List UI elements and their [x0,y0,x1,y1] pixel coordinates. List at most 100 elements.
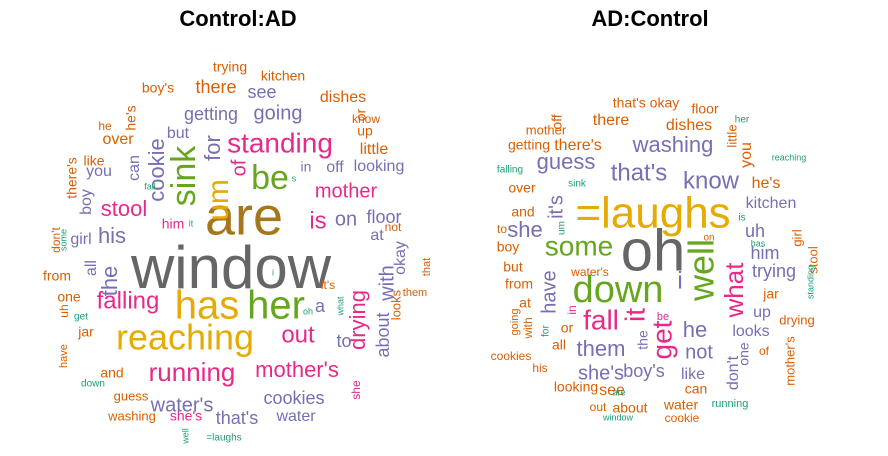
right-word-mother-s: mother's [782,336,797,386]
left-word-sink: sink [165,145,203,206]
right-word-boy-s: boy's [623,361,664,381]
right-word-with: with [521,317,535,339]
right-word-there-s: there's [554,137,602,154]
right-word-reaching: reaching [772,152,807,162]
left-word-falling: falling [97,287,160,314]
right-word-her: her [735,115,750,126]
right-word-can: can [685,381,708,397]
left-word-there: there [195,77,236,97]
right-word-he: he [683,317,707,342]
right-word-don-t: don't [725,355,742,390]
left-word-laughs: =laughs [206,433,241,444]
right-word-them: them [577,336,626,361]
left-word-a: a [315,296,326,316]
right-word-for: for [541,324,552,336]
left-word-i: i [272,267,274,277]
right-word-jar: jar [762,286,779,302]
right-word-going: going [509,309,521,336]
right-word-his: his [532,361,547,375]
right-word-um: um [557,221,568,235]
left-word-water: water [275,408,316,425]
right-word-floor: floor [691,101,719,117]
left-word-but: but [167,125,190,142]
left-word-drying: drying [345,290,370,350]
left-word-him: him [162,216,185,232]
right-word-kitchen: kitchen [746,195,797,212]
left-word-going: going [254,102,303,124]
left-word-looks: looks [388,289,403,320]
left-word-um: um [202,179,235,221]
left-word-dishes: dishes [320,89,366,106]
left-word-off: off [326,159,344,176]
left-word-to: to [336,331,351,351]
left-word-what: what [335,296,345,317]
right-word-up: up [753,304,771,321]
left-word-stool: stool [101,196,147,221]
right-word-she: she [507,217,542,242]
right-word-trying: trying [752,261,796,281]
right-word-standing: standing [805,265,815,299]
left-word-has: has [175,284,240,328]
right-word-i: i [677,267,682,294]
left-word-or: or [353,108,369,121]
right-word-to: to [497,222,507,236]
left-word-little: little [360,141,389,158]
right-word-you: you [738,142,755,168]
left-word-all: all [83,260,100,276]
right-word-what: what [719,262,749,319]
left-word-don-t: don't [49,227,63,253]
left-word-jar: jar [77,324,94,340]
right-word-from: from [505,276,533,292]
right-word-oh: oh [621,218,686,283]
left-word-it-s: it's [321,278,335,292]
left-word-of: of [228,159,250,176]
left-word-mother: mother [315,180,378,202]
left-word-he-s: he's [123,105,139,130]
right-word-all: all [552,337,566,353]
left-word-there-s: there's [64,157,80,199]
right-word-looks: looks [732,323,769,340]
left-word-cookies: cookies [263,388,324,408]
right-word-over: over [508,180,536,196]
right-word-water: water [663,397,699,413]
left-word-boy-s: boy's [142,80,174,96]
left-word-them: them [403,287,427,299]
left-word-can: can [126,155,143,181]
right-word-not: not [685,341,713,363]
left-word-uh: uh [57,304,71,317]
left-word-cookie: cookie [144,138,169,202]
right-word-off: off [549,114,565,129]
left-word-on: on [335,208,357,230]
left-word-down: down [81,379,105,390]
right-word-is: is [738,213,745,224]
right-word-uh: uh [745,221,765,241]
right-word-looking: looking [554,379,598,395]
right-word-and: and [511,204,534,220]
right-word-get: get [646,320,677,359]
left-word-like: like [83,153,104,169]
left-word-his: his [98,223,126,248]
right-word-in: in [565,305,579,314]
left-word-in: in [301,159,312,175]
left-word-looking: looking [354,158,405,175]
left-word-that-s: that's [216,408,258,428]
left-word-s: s [292,173,297,183]
right-word-see: see [599,382,625,399]
right-word-has: has [751,238,766,248]
left-word-with: with [376,265,398,302]
left-word-floor: floor [366,207,401,227]
right-word-stool: stool [805,246,820,274]
right-word-have: have [538,270,560,313]
right-word-but: but [503,259,523,275]
right-word-one: one [736,342,752,366]
left-word-some: some [58,229,68,251]
right-word-it-s: it's [545,195,567,219]
left-word-reaching: reaching [116,317,254,358]
left-word-trying: trying [213,59,247,75]
left-word-from: from [43,268,71,284]
right-word-mother: mother [526,122,567,137]
left-word-boy: boy [78,189,95,215]
